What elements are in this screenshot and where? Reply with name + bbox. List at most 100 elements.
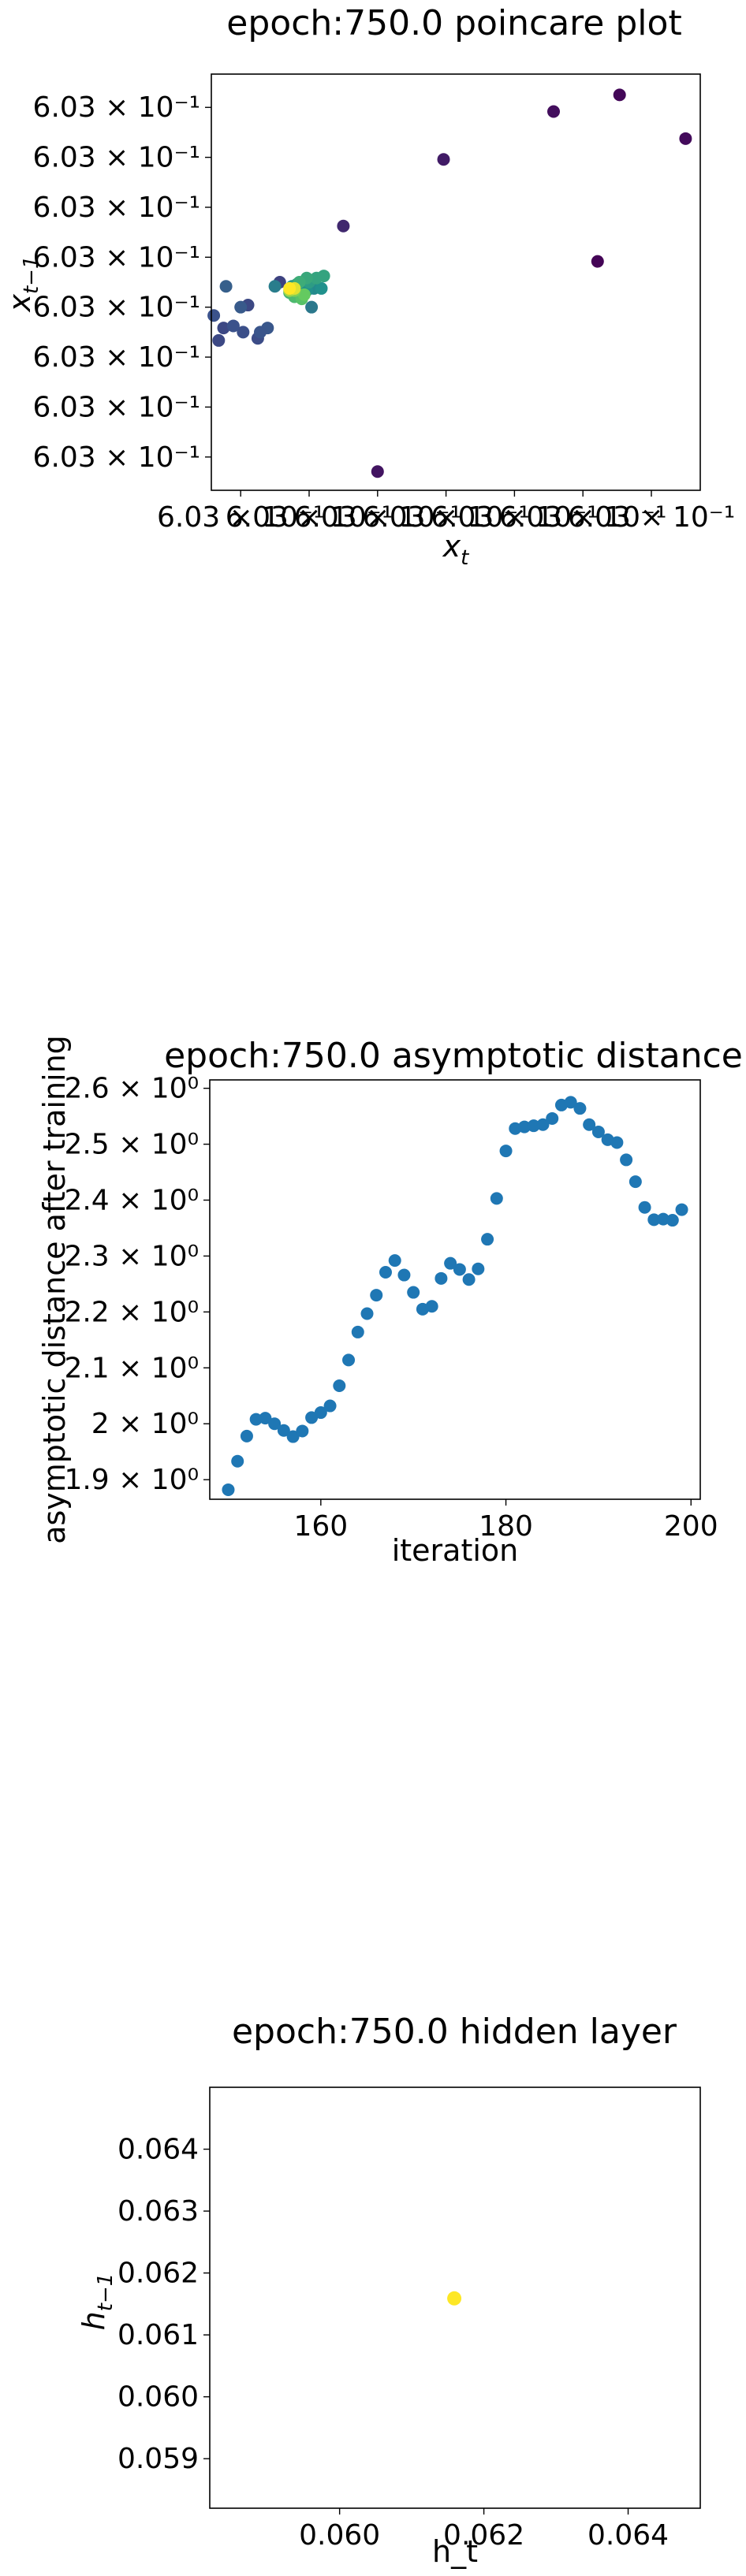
data-point <box>219 280 233 293</box>
y-axis-label: asymptotic distance after training <box>37 1035 72 1544</box>
data-point <box>297 288 311 301</box>
chart-title: epoch:750.0 asymptotic distance <box>164 1036 743 1076</box>
x-tick-label: 6.03 × 10⁻¹ <box>431 501 598 534</box>
data-point <box>305 300 319 314</box>
poincare-plot-chart: epoch:750.0 poincare plot 6.03 × 10⁻¹6.0… <box>2 3 736 570</box>
data-point <box>268 1417 282 1431</box>
data-point <box>472 1262 485 1275</box>
data-point <box>435 1271 448 1285</box>
point-layer <box>222 1096 688 1496</box>
y-tick-label: 6.03 × 10⁻¹ <box>33 341 200 374</box>
y-tick-label: 0.059 <box>117 2443 199 2475</box>
x-axis-label: h_t <box>432 2534 478 2569</box>
data-point <box>610 1136 624 1149</box>
tick-layer: 160 180 200 1.9 × 10⁰ 2 × 10⁰ 2.1 × 10⁰ 2.2 × … <box>64 1073 718 1543</box>
x-tick-label: 0.062 <box>443 2519 524 2552</box>
y-tick-label: 2.6 × 10⁰ <box>64 1073 199 1105</box>
data-point <box>666 1214 679 1227</box>
data-point <box>490 1192 503 1205</box>
y-tick-label: 2.3 × 10⁰ <box>64 1240 199 1272</box>
data-point <box>283 281 297 295</box>
data-point <box>407 1286 420 1299</box>
data-point <box>388 1254 401 1268</box>
x-tick-label: 0.060 <box>299 2519 380 2552</box>
x-tick-label: 6.03 × 10⁻¹ <box>294 501 461 534</box>
y-tick-label: 0.061 <box>117 2319 199 2351</box>
data-point <box>481 1233 494 1246</box>
data-point <box>620 1153 633 1167</box>
tick-layer: 6.03 × 10⁻¹6.03 × 10⁻¹6.03 × 10⁻¹6.03 × … <box>33 91 736 534</box>
data-point <box>305 1411 319 1424</box>
data-point <box>583 1118 596 1131</box>
point-layer <box>207 88 692 478</box>
x-tick-label: 6.03 × 10⁻¹ <box>157 501 324 534</box>
data-point <box>547 105 560 118</box>
y-axis-label: xt−1 <box>2 255 43 312</box>
data-point <box>315 281 328 295</box>
data-point <box>217 322 230 335</box>
data-point <box>237 326 250 339</box>
y-tick-label: 1.9 × 10⁰ <box>64 1464 199 1496</box>
x-tick-label: 6.03 × 10⁻¹ <box>362 501 529 534</box>
x-axis-label: iteration <box>392 1533 519 1568</box>
data-point <box>371 465 384 478</box>
data-point <box>222 1483 235 1496</box>
y-tick-label: 0.064 <box>117 2134 199 2166</box>
data-point <box>638 1201 651 1214</box>
data-point <box>351 1325 364 1338</box>
data-point <box>249 1413 263 1426</box>
y-axis-label: ht−1 <box>76 2273 117 2331</box>
y-tick-label: 0.063 <box>117 2195 199 2228</box>
y-tick-label: 6.03 × 10⁻¹ <box>33 142 200 174</box>
data-point <box>268 280 282 293</box>
chart-title: epoch:750.0 hidden layer <box>232 2012 677 2052</box>
y-tick-label: 6.03 × 10⁻¹ <box>33 192 200 224</box>
x-tick-label: 6.03 × 10⁻¹ <box>499 501 666 534</box>
data-point <box>462 1273 476 1286</box>
data-point <box>234 300 248 314</box>
y-tick-label: 2.1 × 10⁰ <box>64 1352 199 1384</box>
data-point <box>527 1119 540 1133</box>
data-point <box>314 1406 327 1420</box>
data-point <box>323 1399 337 1413</box>
y-tick-label: 6.03 × 10⁻¹ <box>33 441 200 474</box>
data-point <box>573 1102 587 1115</box>
data-point <box>657 1212 670 1226</box>
data-point <box>675 1203 688 1216</box>
data-point <box>254 326 267 339</box>
data-point <box>499 1145 513 1158</box>
y-tick-label: 0.062 <box>117 2258 199 2290</box>
data-point <box>317 270 330 283</box>
data-point <box>437 153 450 166</box>
x-axis-label: xt <box>442 529 470 570</box>
point-layer <box>447 2291 462 2306</box>
asymptotic-distance-chart: epoch:750.0 asymptotic distance 160 180 20… <box>37 1035 743 1568</box>
tick-layer: 0.060 0.062 0.064 0.059 0.060 0.061 0.062 0.063… <box>117 2134 669 2552</box>
data-point <box>240 1429 253 1442</box>
plot-frame <box>211 73 701 491</box>
data-point <box>226 319 240 333</box>
data-point <box>231 1454 244 1468</box>
data-point <box>370 1289 383 1302</box>
data-point <box>629 1175 642 1189</box>
data-point <box>591 255 604 268</box>
data-point <box>444 1256 457 1270</box>
data-point <box>613 88 626 102</box>
data-point <box>277 1424 290 1437</box>
data-point <box>647 1213 661 1227</box>
x-tick-label: 0.064 <box>587 2519 669 2552</box>
data-point <box>360 1307 374 1320</box>
data-point <box>259 1412 272 1425</box>
y-tick-label: 2.5 × 10⁰ <box>64 1129 199 1161</box>
x-tick-label: 180 <box>479 1510 533 1543</box>
plot-frame <box>209 1079 701 1500</box>
data-point <box>447 2291 462 2306</box>
data-point <box>212 333 226 347</box>
x-tick-label: 160 <box>293 1510 348 1543</box>
data-point <box>536 1118 550 1131</box>
data-point <box>207 309 221 322</box>
data-point <box>453 1263 466 1276</box>
y-tick-label: 6.03 × 10⁻¹ <box>33 391 200 423</box>
y-tick-label: 2.2 × 10⁰ <box>64 1296 199 1328</box>
y-tick-label: 0.060 <box>117 2381 199 2414</box>
